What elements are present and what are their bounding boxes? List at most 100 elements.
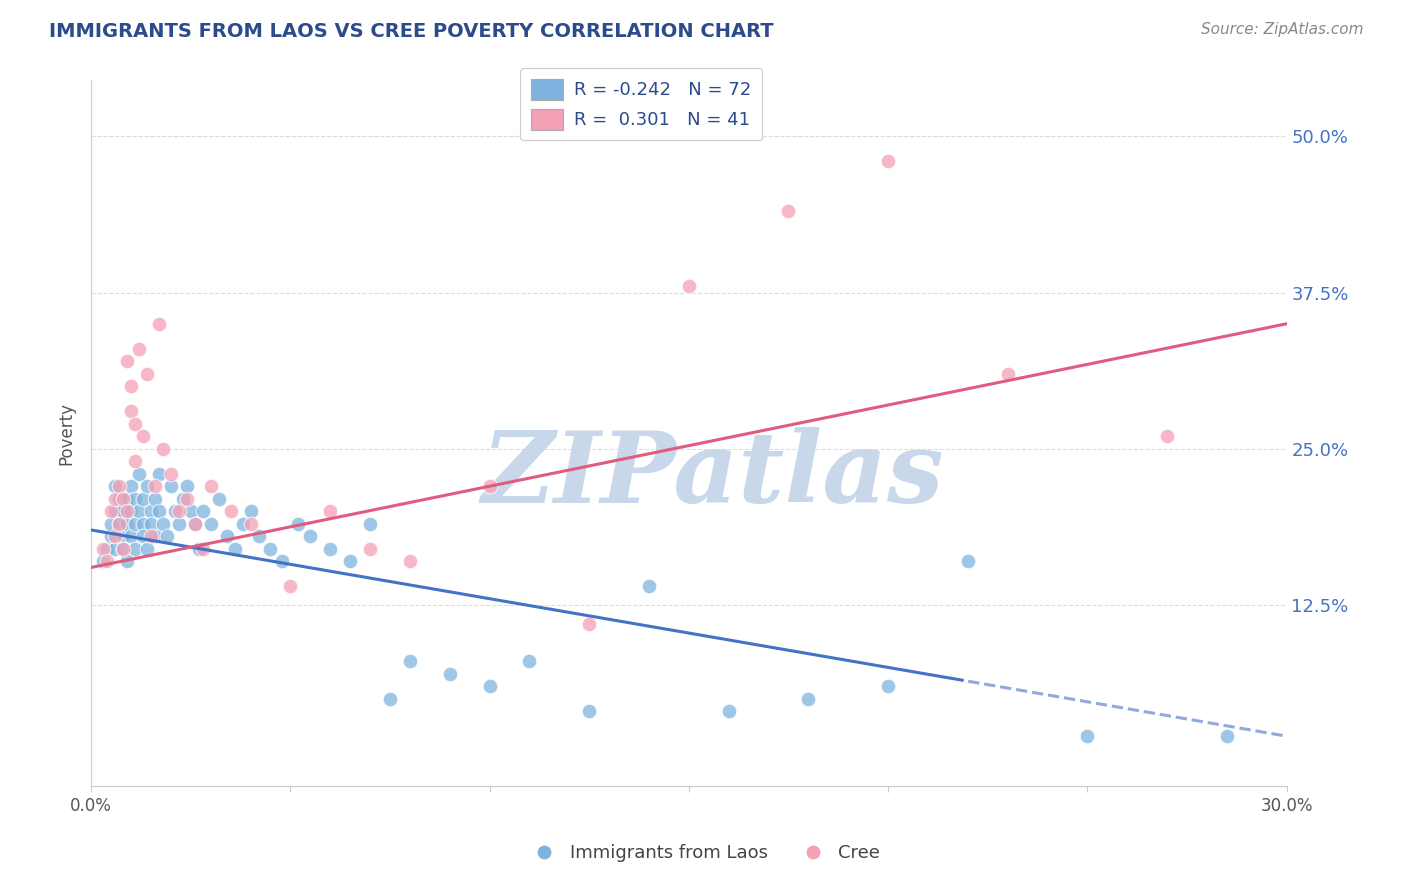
Point <box>287 516 309 531</box>
Point <box>280 579 302 593</box>
Point <box>184 516 207 531</box>
Point <box>1216 729 1239 743</box>
Point <box>112 504 135 518</box>
Point <box>200 516 222 531</box>
Point <box>124 454 146 468</box>
Point <box>112 529 135 543</box>
Point <box>299 529 322 543</box>
Point <box>232 516 254 531</box>
Point <box>115 504 138 518</box>
Point <box>124 541 146 556</box>
Point <box>100 516 122 531</box>
Point <box>239 504 262 518</box>
Point <box>439 666 461 681</box>
Point <box>96 554 118 568</box>
Point <box>478 679 501 693</box>
Point <box>115 516 138 531</box>
Point <box>143 479 166 493</box>
Point <box>128 467 150 481</box>
Point <box>91 554 114 568</box>
Point <box>678 279 700 293</box>
Point <box>191 541 214 556</box>
Point <box>378 691 401 706</box>
Point <box>96 541 118 556</box>
Point <box>143 529 166 543</box>
Text: Source: ZipAtlas.com: Source: ZipAtlas.com <box>1201 22 1364 37</box>
Point <box>108 479 131 493</box>
Point <box>172 491 194 506</box>
Point <box>128 342 150 356</box>
Point <box>136 479 159 493</box>
Legend: R = -0.242   N = 72, R =  0.301   N = 41: R = -0.242 N = 72, R = 0.301 N = 41 <box>520 68 762 140</box>
Point <box>104 541 127 556</box>
Point <box>778 204 800 219</box>
Point <box>1076 729 1098 743</box>
Point <box>1156 429 1178 443</box>
Text: IMMIGRANTS FROM LAOS VS CREE POVERTY CORRELATION CHART: IMMIGRANTS FROM LAOS VS CREE POVERTY COR… <box>49 22 773 41</box>
Point <box>167 504 190 518</box>
Point <box>139 504 162 518</box>
Point <box>208 491 231 506</box>
Point <box>399 554 422 568</box>
Point <box>578 616 600 631</box>
Point <box>163 504 186 518</box>
Point <box>108 516 131 531</box>
Point <box>176 479 198 493</box>
Point <box>104 491 127 506</box>
Point <box>191 504 214 518</box>
Point <box>136 367 159 381</box>
Point <box>219 504 242 518</box>
Y-axis label: Poverty: Poverty <box>58 401 75 465</box>
Point <box>187 541 209 556</box>
Point <box>115 354 138 368</box>
Point <box>104 479 127 493</box>
Point <box>148 317 170 331</box>
Text: ZIPatlas: ZIPatlas <box>482 427 943 524</box>
Point <box>91 541 114 556</box>
Point <box>797 691 820 706</box>
Point <box>115 491 138 506</box>
Point <box>148 504 170 518</box>
Point <box>132 491 155 506</box>
Point <box>128 504 150 518</box>
Point <box>120 529 142 543</box>
Point <box>319 541 342 556</box>
Point <box>132 516 155 531</box>
Point <box>124 516 146 531</box>
Point <box>359 541 381 556</box>
Point <box>100 529 122 543</box>
Point <box>180 504 202 518</box>
Point <box>104 529 127 543</box>
Point <box>399 654 422 668</box>
Point <box>638 579 661 593</box>
Point <box>124 491 146 506</box>
Point <box>156 529 179 543</box>
Point <box>478 479 501 493</box>
Point <box>519 654 541 668</box>
Point <box>160 467 183 481</box>
Point <box>120 479 142 493</box>
Point <box>152 516 174 531</box>
Point <box>224 541 246 556</box>
Point <box>339 554 361 568</box>
Point <box>160 479 183 493</box>
Point <box>176 491 198 506</box>
Point <box>319 504 342 518</box>
Point <box>124 417 146 431</box>
Point <box>112 541 135 556</box>
Point <box>359 516 381 531</box>
Point <box>956 554 979 568</box>
Point <box>139 529 162 543</box>
Point <box>259 541 281 556</box>
Point <box>108 491 131 506</box>
Point <box>247 529 270 543</box>
Point <box>239 516 262 531</box>
Point <box>717 704 740 718</box>
Point <box>132 529 155 543</box>
Point <box>148 467 170 481</box>
Point <box>136 541 159 556</box>
Point <box>271 554 294 568</box>
Point <box>104 504 127 518</box>
Point <box>184 516 207 531</box>
Point <box>200 479 222 493</box>
